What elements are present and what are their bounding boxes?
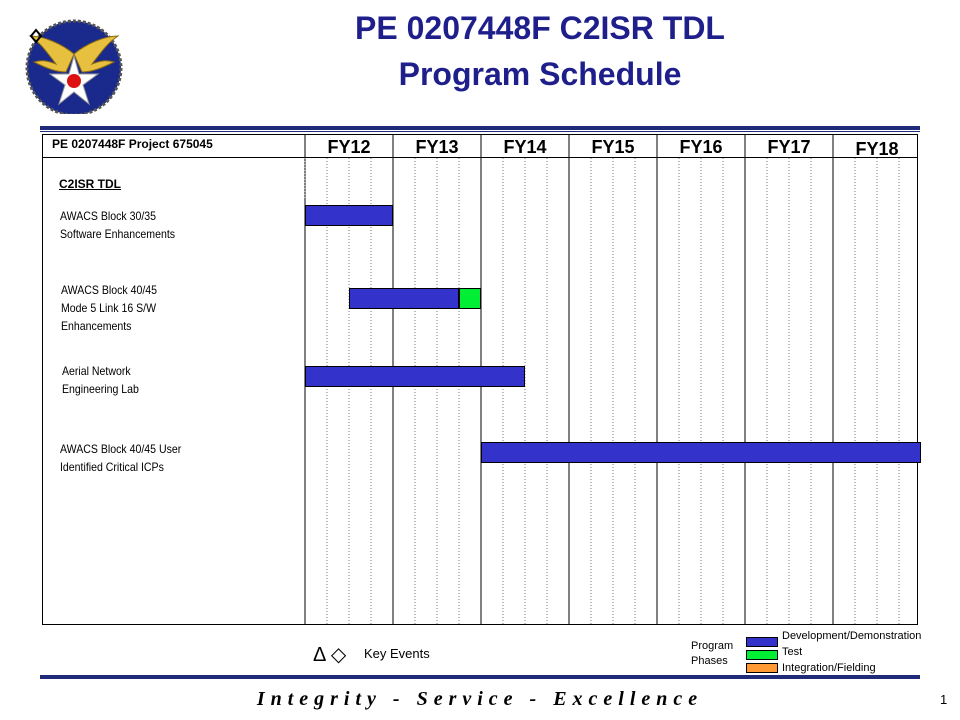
- task-label-line: AWACS Block 40/45 User: [60, 442, 182, 456]
- fiscal-year-header: FY15: [591, 137, 635, 157]
- project-label: PE 0207448F Project 675045: [52, 137, 213, 151]
- phase-bar-development: [349, 288, 459, 309]
- fiscal-year-header: FY17: [767, 137, 811, 157]
- key-events-label: Key Events: [364, 646, 430, 661]
- legend-swatch-integration: [746, 663, 778, 673]
- legend-title-line: Program: [691, 640, 734, 652]
- phase-bar-development: [305, 366, 525, 387]
- legend-title-line: Phases: [691, 655, 728, 667]
- page-subtitle: Program Schedule: [398, 56, 682, 92]
- legend-swatch-development: [746, 637, 778, 647]
- top-rule: [40, 126, 920, 130]
- header-divider: [42, 157, 918, 158]
- legend-label-test: Test: [782, 646, 803, 658]
- fiscal-year-header: FY13: [415, 137, 459, 157]
- page-number: 1: [940, 692, 948, 707]
- task-label-line: Enhancements: [61, 319, 132, 333]
- task-label-line: Software Enhancements: [60, 227, 176, 241]
- key-events-symbols: Δ ◇: [313, 644, 347, 666]
- task-label-line: AWACS Block 40/45: [61, 283, 158, 297]
- task-label: Aerial Network Engineering Lab: [62, 362, 139, 398]
- task-label-line: Mode 5 Link 16 S/W: [61, 301, 157, 315]
- task-label-line: Aerial Network: [62, 364, 131, 378]
- phase-bar-development: [305, 205, 393, 226]
- task-label: AWACS Block 30/35 Software Enhancements: [60, 207, 175, 243]
- top-rule-thin: [40, 131, 920, 132]
- schedule-frame: [42, 134, 918, 625]
- legend-label-integration: Integration/Fielding: [782, 662, 876, 674]
- page-title: PE 0207448F C2ISR TDL: [355, 10, 725, 46]
- phase-bar-test: [459, 288, 481, 309]
- bottom-rule: [40, 675, 920, 679]
- legend-title: Program Phases: [691, 639, 733, 669]
- fiscal-year-header: FY18: [855, 139, 899, 159]
- task-label-line: AWACS Block 30/35: [60, 209, 157, 223]
- diamond-icon: [29, 28, 43, 44]
- fiscal-year-header: FY16: [679, 137, 723, 157]
- fiscal-year-header: FY12: [327, 137, 371, 157]
- task-label: AWACS Block 40/45 User Identified Critica…: [60, 440, 181, 476]
- task-label-line: Identified Critical ICPs: [60, 460, 164, 474]
- motto: Integrity - Service - Excellence: [256, 688, 704, 710]
- task-label-line: Engineering Lab: [62, 382, 139, 396]
- fiscal-year-header: FY14: [503, 137, 547, 157]
- legend-label-development: Development/Demonstration: [782, 630, 922, 642]
- task-label: AWACS Block 40/45 Mode 5 Link 16 S/W Enhan…: [61, 281, 157, 335]
- phase-bar-development: [481, 442, 921, 463]
- category-label: C2ISR TDL: [59, 177, 122, 191]
- air-force-logo: [25, 19, 123, 114]
- legend-swatch-test: [746, 650, 778, 660]
